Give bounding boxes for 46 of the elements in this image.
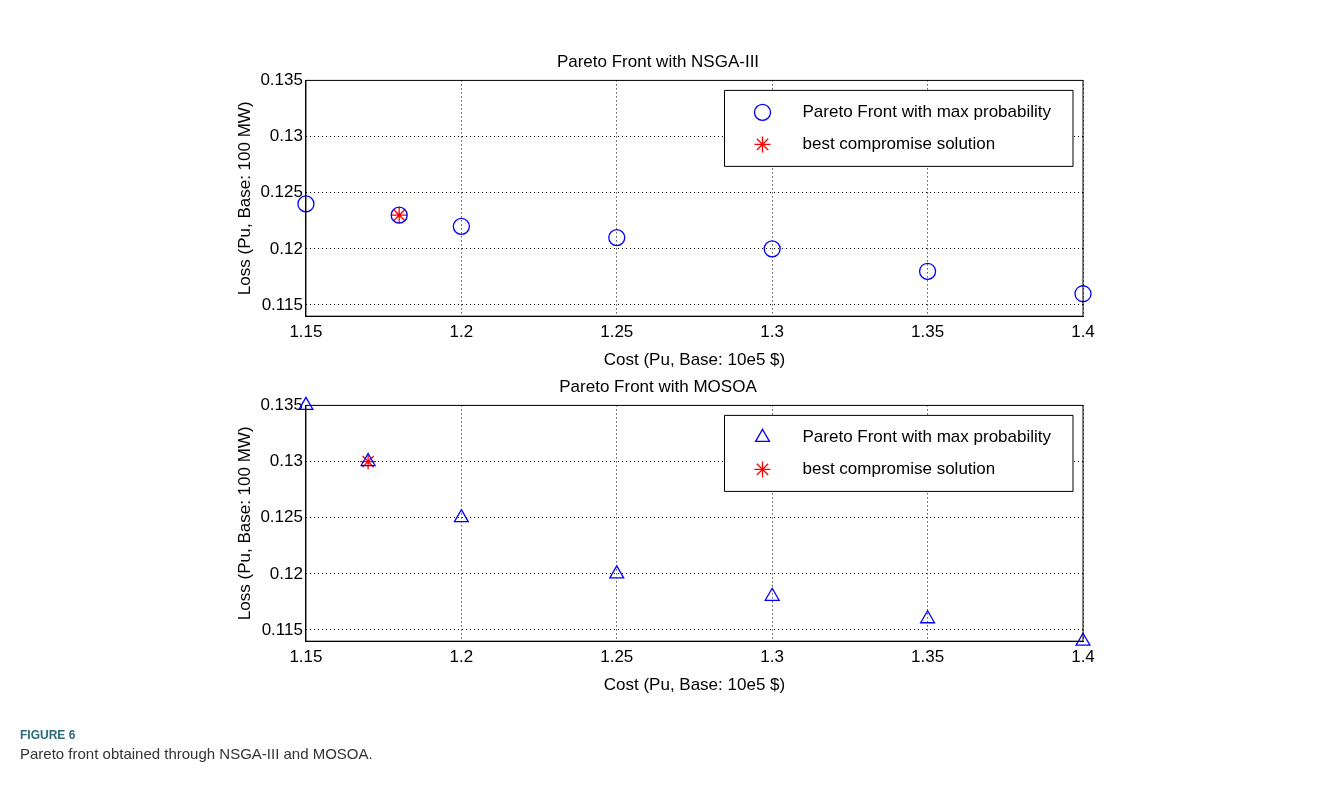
- y-tick-label: 0.125: [260, 507, 303, 527]
- y-tick-label: 0.13: [269, 451, 303, 471]
- y-tick-label: 0.12: [269, 563, 303, 583]
- y-tick-label: 0.115: [261, 619, 303, 639]
- x-tick-label: 1.3: [760, 322, 784, 342]
- x-tick-label: 1.15: [289, 647, 323, 667]
- x-tick-label: 1.35: [911, 322, 945, 342]
- y-tick-label: 0.12: [269, 238, 303, 258]
- caption: FIGURE 6: [20, 728, 77, 742]
- x-axis-title: Cost (Pu, Base: 10e5 $): [603, 350, 786, 370]
- x-tick-label: 1.25: [600, 647, 634, 667]
- x-tick-label: 1.25: [600, 322, 634, 342]
- x-tick-label: 1.4: [1071, 647, 1095, 667]
- chart-title: Pareto Front with NSGA-III: [556, 51, 760, 71]
- x-tick-label: 1.4: [1071, 322, 1095, 342]
- x-tick-label: 1.3: [760, 647, 784, 667]
- x-axis-title: Cost (Pu, Base: 10e5 $): [603, 675, 786, 695]
- point: [763, 240, 781, 258]
- y-tick-label: 0.115: [261, 294, 303, 314]
- x-tick-label: 1.35: [911, 647, 945, 667]
- x-tick-label: 1.2: [449, 647, 474, 667]
- point: [608, 228, 626, 247]
- x-tick-label: 1.15: [289, 322, 323, 342]
- y-tick-label: 0.125: [260, 182, 303, 202]
- y-axis-title: Loss (Pu, Base: 100 MW): [234, 426, 254, 621]
- point: [360, 452, 376, 467]
- chart-title: Pareto Front with MOSOA: [559, 376, 758, 396]
- point: [918, 262, 937, 280]
- legend-label: best compromise solution: [802, 134, 996, 154]
- point: [920, 610, 936, 624]
- y-axis-title: Loss (Pu, Base: 100 MW): [234, 101, 254, 296]
- y-tick-label: 0.135: [260, 395, 303, 415]
- point: [452, 217, 470, 236]
- legend-label: Pareto Front with max probability: [802, 102, 1052, 122]
- point: [764, 587, 780, 601]
- text: Pareto front obtained through NSGA-III and MOSOA.: [20, 745, 374, 762]
- y-tick-label: 0.135: [260, 70, 303, 90]
- point: [609, 565, 625, 579]
- point: [1074, 285, 1092, 303]
- legend-label: Pareto Front with max probability: [802, 427, 1052, 447]
- legend-label: best compromise solution: [802, 459, 996, 479]
- y-tick-label: 0.13: [269, 126, 303, 146]
- point: [453, 509, 469, 523]
- point: [1075, 632, 1091, 646]
- x-tick-label: 1.2: [449, 322, 474, 342]
- point: [297, 195, 315, 213]
